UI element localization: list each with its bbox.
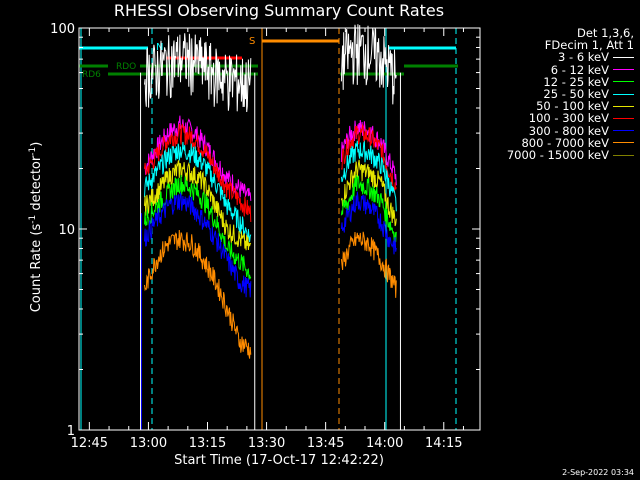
legend-entry: 800 - 7000 keV: [507, 137, 634, 149]
x-tick-label: 13:15: [189, 436, 226, 451]
legend-entry: 100 - 300 keV: [507, 111, 634, 126]
legend-entry-label: 300 - 800 keV: [528, 123, 609, 138]
legend-swatch: [613, 142, 634, 144]
legend-entry-label: 7000 - 15000 keV: [506, 148, 609, 163]
legend-header-settings: FDecim 1, Att 1: [544, 38, 634, 53]
rdo-flag-label: RDO: [116, 62, 136, 72]
series-line-4: [340, 159, 397, 227]
series-line-2: [144, 123, 252, 223]
legend: Det 1,3,6, FDecim 1, Att 1 3 - 6 keV 6 - …: [507, 27, 634, 161]
series-line-8: [144, 33, 252, 113]
legend-header-detectors: Det 1,3,6,: [576, 26, 634, 40]
legend-entry-label: 3 - 6 keV: [558, 50, 609, 65]
legend-entry: 300 - 800 keV: [507, 123, 634, 138]
legend-entry-label: 6 - 12 keV: [550, 62, 609, 77]
legend-entry: 50 - 100 keV: [507, 100, 634, 112]
series-line-5: [144, 174, 252, 280]
x-axis-title: Start Time (17-Oct-17 12:42:22): [174, 453, 384, 468]
tick-layer: 12:45 13:00 13:15 13:30 13:45 14:00 14:15 1 10 10…: [50, 22, 480, 451]
legend-entry-label: 800 - 7000 keV: [521, 135, 609, 150]
series-line-2: [340, 123, 397, 192]
legend-entry-label: 25 - 50 keV: [543, 87, 609, 102]
legend-swatch: [613, 93, 634, 95]
y-tick-label: 1: [67, 424, 75, 439]
legend-entry: 3 - 6 keV: [507, 50, 634, 65]
legend-entry-label: 100 - 300 keV: [528, 111, 609, 126]
timestamp-footer: 2-Sep-2022 03:34: [562, 468, 634, 477]
series-line-3: [144, 141, 252, 244]
legend-entry: 6 - 12 keV: [507, 62, 634, 77]
series-line-4: [144, 160, 252, 251]
series-line-8: [340, 24, 397, 105]
legend-swatch: [613, 57, 634, 58]
legend-entry: 7000 - 15000 keV: [507, 149, 634, 161]
legend-entry-label: 12 - 25 keV: [543, 74, 609, 89]
y-tick-label: 10: [58, 223, 75, 238]
flag-layer: N S RDO RD6: [79, 28, 458, 430]
legend-swatch: [613, 130, 634, 132]
x-tick-label: 12:45: [71, 436, 108, 451]
y-axis-title: Count Rate (s-1 detector-1): [27, 141, 45, 313]
series-line-6: [340, 191, 397, 255]
series-line-5: [340, 174, 397, 245]
rd6-flag-label: RD6: [82, 70, 101, 80]
y-tick-label: 100: [50, 22, 75, 37]
series-line-3: [340, 140, 397, 212]
night-flag-label: N: [156, 42, 163, 53]
series-line-7: [340, 231, 397, 298]
legend-swatch: [613, 154, 634, 156]
x-tick-label: 13:30: [248, 436, 285, 451]
saa-flag-label: S: [249, 36, 255, 47]
x-tick-label: 13:00: [130, 436, 167, 451]
series-line-6: [144, 191, 252, 298]
legend-swatch: [613, 81, 634, 83]
series-layer: [140, 24, 401, 430]
legend-swatch: [613, 118, 634, 120]
axes-frame: [78, 27, 481, 431]
chart-title: RHESSI Observing Summary Count Rates: [113, 1, 445, 20]
series-line-7: [144, 229, 252, 359]
x-tick-label: 13:45: [307, 436, 344, 451]
plot-border: [78, 27, 481, 431]
legend-swatch: [613, 69, 634, 71]
legend-entry: 12 - 25 keV: [507, 76, 634, 88]
x-tick-label: 14:15: [425, 436, 462, 451]
legend-entry: 25 - 50 keV: [507, 88, 634, 100]
legend-swatch: [613, 105, 634, 107]
x-tick-label: 14:00: [366, 436, 403, 451]
legend-entry-label: 50 - 100 keV: [536, 99, 609, 114]
